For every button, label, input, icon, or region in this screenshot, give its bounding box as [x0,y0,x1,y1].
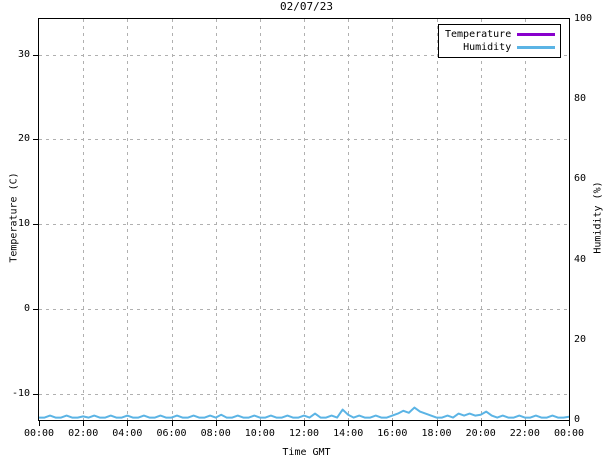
y-tick-label-left: 20 [17,133,30,145]
y-tick-label-right: 0 [574,414,581,425]
x-tick [436,421,438,426]
x-tick-label: 14:00 [333,428,364,439]
x-tick [348,421,350,426]
x-tick [480,421,482,426]
y-tick-label-left: 30 [17,48,30,60]
x-tick [215,421,217,426]
y-tick-label-right: 100 [574,13,593,24]
y-tick-label-right: 20 [574,333,587,345]
x-tick-label: 06:00 [156,428,187,439]
x-tick [569,421,570,426]
x-tick [259,421,261,426]
x-tick-label: 18:00 [421,428,452,439]
y-tick-label-left: -10 [11,387,30,399]
legend-item-temperature: Temperature [445,28,556,41]
y-tick-left [33,308,38,310]
x-tick-label: 12:00 [288,428,320,439]
y-tick-label-right: 80 [574,93,587,105]
x-tick-label: 16:00 [377,428,408,439]
x-tick [83,421,85,426]
x-tick [39,421,40,426]
x-tick-label: 00:00 [553,428,585,439]
x-tick [127,421,129,426]
y-axis-left-title: Temperature (C) [8,172,20,263]
y-tick-left [33,393,38,395]
y-tick-label-left: 10 [17,218,30,230]
x-tick-label: 00:00 [23,428,55,439]
plot-area [38,18,570,421]
legend-swatch-temperature [517,33,556,36]
x-tick-label: 22:00 [509,428,540,439]
x-tick-label: 02:00 [68,428,99,439]
x-tick-label: 10:00 [244,428,275,439]
y-axis-right-title: Humidity (%) [592,181,604,254]
x-tick-label: 08:00 [200,428,231,439]
x-axis-title: Time GMT [282,447,331,458]
y-tick-left [33,224,38,226]
x-tick-label: 04:00 [112,428,143,439]
x-tick [524,421,526,426]
legend-swatch-humidity [517,46,556,49]
y-tick-label-left: 0 [23,302,30,314]
x-tick [304,421,305,426]
y-tick-label-right: 40 [574,253,587,265]
y-tick-label-right: 60 [574,173,587,185]
chart-legend: Temperature Humidity [438,24,562,58]
legend-label-temperature: Temperature [445,28,512,40]
legend-item-humidity: Humidity [445,41,556,54]
legend-label-humidity: Humidity [463,41,512,53]
y-tick-left [33,54,38,56]
data-series-layer [39,406,569,419]
x-tick [171,421,173,426]
x-tick-label: 20:00 [465,428,496,439]
chart-title: 02/07/23 [280,0,333,13]
x-tick [392,421,394,426]
y-tick-left [33,139,38,141]
